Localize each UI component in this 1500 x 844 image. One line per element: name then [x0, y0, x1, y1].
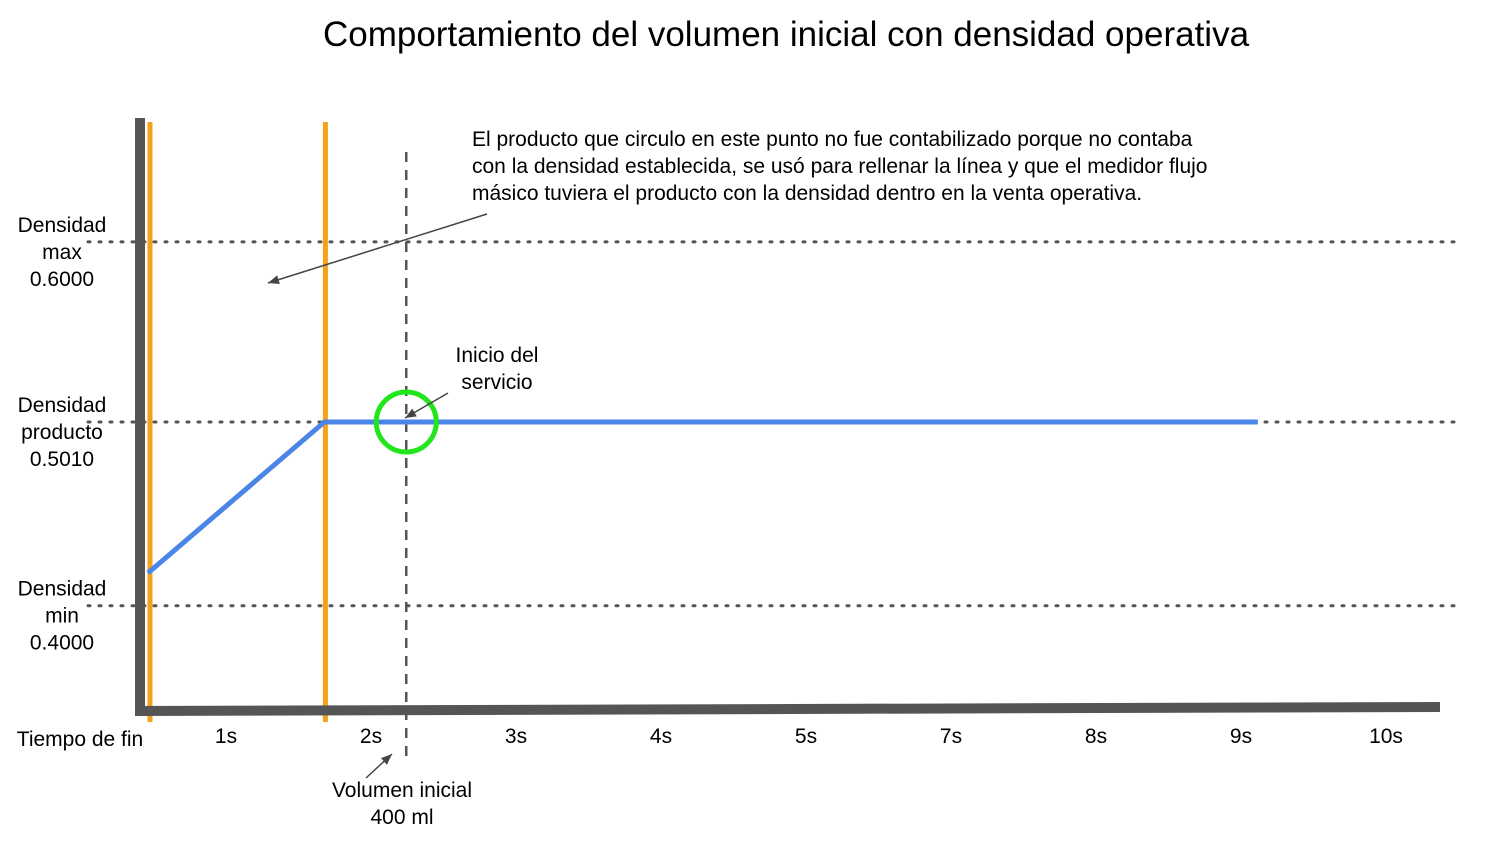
note-arrow-head — [268, 275, 280, 284]
note-arrow-shaft — [267, 213, 488, 284]
series-group — [146, 389, 1258, 575]
service-start-line-1: servicio — [461, 371, 532, 394]
x-axis-label: Tiempo de fin — [17, 728, 143, 751]
vertical-markers — [147, 122, 408, 760]
reference-label-1-0: Densidad — [18, 394, 107, 417]
reference-label-2-0: Densidad — [18, 578, 107, 601]
x-axis-line — [134, 702, 1441, 716]
x-tick-label-0: 1s — [215, 725, 237, 748]
axes — [134, 118, 1441, 716]
initial-volume-line-1: 400 ml — [370, 806, 433, 829]
note-annotation: El producto que circulo en este punto no… — [267, 128, 1207, 284]
x-tick-label-3: 4s — [650, 725, 672, 748]
note-line-1: con la densidad establecida, se usó para… — [472, 155, 1207, 178]
reference-label-2-1: min — [45, 605, 79, 628]
reference-label-2-2: 0.4000 — [30, 632, 94, 655]
x-tick-label-4: 5s — [795, 725, 817, 748]
note-line-2: másico tuviera el producto con la densid… — [472, 182, 1142, 205]
initial-volume-arrow-head — [380, 754, 392, 765]
reference-label-1-1: producto — [21, 421, 103, 444]
service-start-arrow-head — [405, 408, 417, 418]
reference-label-0-2: 0.6000 — [30, 268, 94, 291]
x-tick-label-6: 8s — [1085, 725, 1107, 748]
x-tick-label-2: 3s — [505, 725, 527, 748]
x-tick-label-8: 10s — [1369, 725, 1403, 748]
initial-volume-arrow — [365, 753, 393, 779]
service-start-circle — [373, 389, 439, 455]
service-start-annotation: Inicio del servicio — [404, 344, 539, 419]
initial-volume-annotation: Volumen inicial 400 ml — [332, 753, 472, 829]
x-tick-labels: 1s 2s 3s 4s 5s 7s 8s 9s 10s — [215, 725, 1403, 748]
x-tick-label-5: 7s — [940, 725, 962, 748]
reference-label-1-2: 0.5010 — [30, 448, 94, 471]
chart-title: Comportamiento del volumen inicial con d… — [323, 15, 1250, 54]
reference-labels: Densidad max 0.6000 Densidad producto 0.5010 D… — [18, 214, 107, 655]
x-tick-label-1: 2s — [360, 725, 382, 748]
note-arrow — [267, 213, 488, 284]
service-start-line-0: Inicio del — [456, 344, 539, 367]
reference-label-0-0: Densidad — [18, 214, 107, 237]
service-start-arrow — [404, 392, 449, 419]
reference-label-0-1: max — [42, 241, 82, 264]
note-line-0: El producto que circulo en este punto no… — [472, 128, 1193, 151]
initial-volume-line-0: Volumen inicial — [332, 779, 472, 802]
x-tick-label-7: 9s — [1230, 725, 1252, 748]
series-line-0 — [146, 419, 1258, 575]
